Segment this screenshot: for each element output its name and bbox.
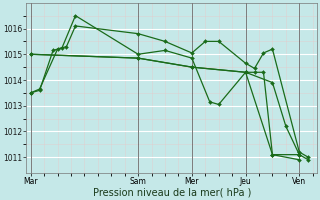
- X-axis label: Pression niveau de la mer( hPa ): Pression niveau de la mer( hPa ): [92, 187, 251, 197]
